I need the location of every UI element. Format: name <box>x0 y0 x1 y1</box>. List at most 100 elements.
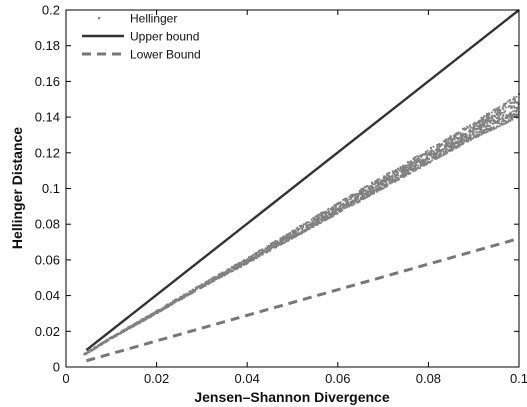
hellinger-point <box>356 195 359 198</box>
hellinger-point <box>355 199 357 202</box>
hellinger-point <box>398 169 401 172</box>
hellinger-point <box>504 106 507 109</box>
hellinger-point <box>509 111 512 114</box>
hellinger-point <box>253 258 255 261</box>
hellinger-point <box>407 161 410 164</box>
hellinger-point <box>381 184 384 187</box>
hellinger-point <box>504 117 507 119</box>
hellinger-point <box>218 277 221 280</box>
hellinger-point <box>464 134 467 137</box>
hellinger-point <box>227 272 230 275</box>
hellinger-point <box>457 143 460 146</box>
hellinger-point <box>408 163 411 166</box>
legend-label: Upper bound <box>130 30 199 44</box>
hellinger-point <box>487 127 490 130</box>
hellinger-point <box>194 286 197 289</box>
hellinger-point <box>127 326 130 328</box>
hellinger-point <box>463 129 466 131</box>
hellinger-point <box>461 142 463 145</box>
hellinger-point <box>483 115 486 118</box>
hellinger-point <box>323 216 325 219</box>
hellinger-point <box>205 281 207 284</box>
hellinger-point <box>292 236 295 239</box>
hellinger-point <box>481 121 484 123</box>
hellinger-point <box>363 186 366 189</box>
hellinger-point <box>474 131 477 134</box>
hellinger-point <box>484 119 487 122</box>
hellinger-point <box>505 114 508 116</box>
hellinger-point <box>403 170 406 173</box>
hellinger-point <box>494 115 497 118</box>
hellinger-point <box>345 201 348 204</box>
hellinger-point <box>505 121 508 124</box>
hellinger-point <box>428 158 431 160</box>
hellinger-point <box>337 208 340 211</box>
hellinger-point <box>358 199 361 202</box>
hellinger-point <box>485 118 487 121</box>
hellinger-point <box>356 192 359 195</box>
hellinger-point <box>232 268 235 271</box>
hellinger-point <box>513 101 516 104</box>
hellinger-point <box>246 258 249 260</box>
hellinger-point <box>510 116 513 119</box>
hellinger-point <box>344 206 347 209</box>
hellinger-point <box>444 144 447 147</box>
hellinger-point <box>164 307 167 310</box>
hellinger-point <box>182 296 185 299</box>
hellinger-point <box>467 137 470 139</box>
hellinger-point <box>444 141 447 143</box>
hellinger-point <box>320 218 323 221</box>
hellinger-point <box>291 230 293 233</box>
legend-marker-hellinger <box>98 17 101 20</box>
hellinger-point <box>465 133 468 136</box>
hellinger-point <box>327 216 329 219</box>
hellinger-point <box>467 126 470 129</box>
hellinger-point <box>90 348 93 351</box>
hellinger-point <box>442 150 445 153</box>
hellinger-point <box>476 125 479 128</box>
hellinger-point <box>366 185 368 187</box>
hellinger-point <box>497 122 500 125</box>
hellinger-point <box>484 128 487 131</box>
hellinger-point <box>447 139 450 142</box>
hellinger-point <box>481 131 484 134</box>
hellinger-point <box>274 240 277 243</box>
hellinger-point <box>368 190 371 193</box>
hellinger-point <box>407 173 410 175</box>
hellinger-point <box>412 170 415 173</box>
hellinger-point <box>198 285 201 287</box>
hellinger-point <box>288 236 290 239</box>
hellinger-point <box>372 186 375 189</box>
hellinger-point <box>512 110 515 113</box>
hellinger-point <box>409 160 412 163</box>
hellinger-point <box>472 137 474 140</box>
hellinger-point <box>501 106 504 109</box>
hellinger-point <box>504 122 507 125</box>
hellinger-point <box>415 161 418 164</box>
hellinger-point <box>478 122 480 124</box>
hellinger-point <box>215 278 218 281</box>
hellinger-point <box>405 173 407 176</box>
hellinger-point <box>412 161 415 164</box>
hellinger-point <box>349 194 352 197</box>
hellinger-point <box>346 204 349 207</box>
hellinger-point <box>240 263 243 266</box>
hellinger-point <box>258 255 261 258</box>
hellinger-point <box>350 204 353 207</box>
hellinger-point <box>400 175 403 178</box>
hellinger-point <box>289 234 292 237</box>
hellinger-point <box>464 139 466 142</box>
y-axis-title: Hellinger Distance <box>9 127 25 249</box>
hellinger-point <box>390 181 393 184</box>
hellinger-point <box>283 241 286 244</box>
hellinger-point <box>359 192 362 194</box>
hellinger-point <box>479 120 482 123</box>
y-tick-label: 0.14 <box>35 110 60 125</box>
hellinger-point <box>453 145 456 147</box>
hellinger-point <box>284 236 287 239</box>
hellinger-point <box>459 140 462 143</box>
hellinger-point <box>364 193 367 196</box>
hellinger-point <box>473 125 476 128</box>
hellinger-point <box>150 313 153 315</box>
hellinger-point <box>299 233 301 235</box>
